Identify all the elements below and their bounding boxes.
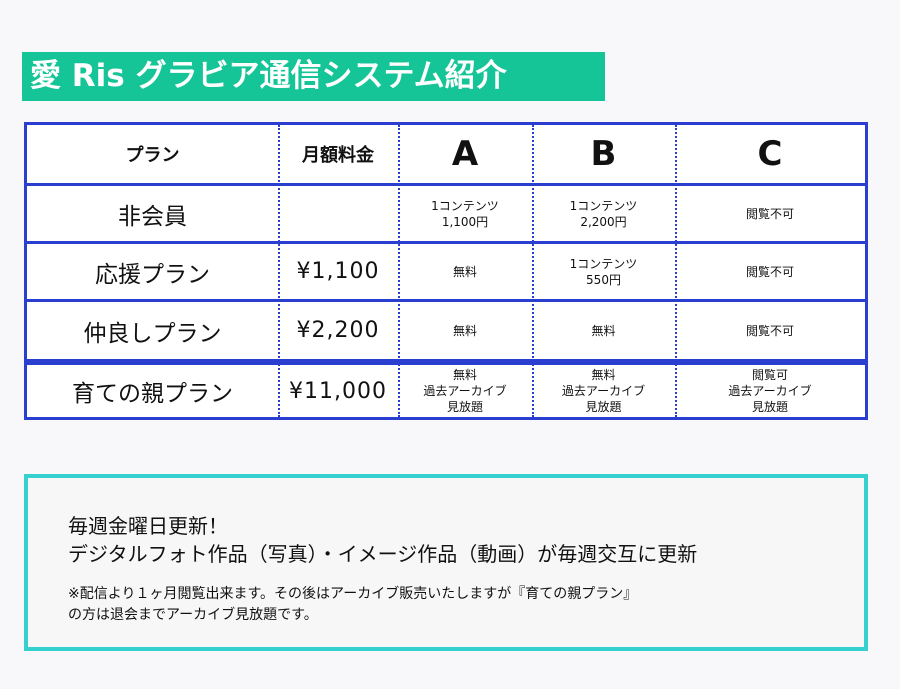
plan-price: ¥1,100: [278, 244, 398, 299]
info-headline: 毎週金曜日更新！ デジタルフォト作品（写真）・イメージ作品（動画）が毎週交互に更…: [68, 512, 697, 568]
plan-name: 非会員: [27, 186, 278, 241]
plan-price: [278, 186, 398, 241]
plan-name: 仲良しプラン: [27, 302, 278, 359]
header-plan: プラン: [125, 145, 180, 166]
info-note: ※配信より１ヶ月閲覧出来ます。その後はアーカイブ販売いたしますが『育ての親プラン…: [68, 584, 637, 626]
header-b: B: [590, 134, 617, 174]
access-text: 過去アーカイブ: [423, 384, 507, 398]
column-divider: [278, 125, 280, 417]
plan-price-text: ¥11,000: [289, 378, 387, 404]
header-a: A: [451, 134, 479, 174]
access-cell-b: 無料過去アーカイブ 見放題: [532, 365, 675, 417]
column-divider: [398, 125, 400, 417]
access-text: 閲覧可: [751, 368, 788, 382]
access-cell-c: 閲覧不可: [675, 186, 865, 241]
plan-price: ¥11,000: [278, 365, 398, 417]
access-text: 見放題: [585, 400, 622, 414]
access-text: 過去アーカイブ: [728, 384, 812, 398]
table-row: 育ての親プラン ¥11,000 無料 過去アーカイブ 見放題 無料 過去アーカイブ 見放題 閲覧…: [27, 365, 865, 417]
access-text: 過去アーカイブ: [561, 384, 646, 398]
page-title: 愛 Ris グラビア通信システム紹介: [22, 52, 605, 101]
access-cell-c: 閲覧不可: [675, 302, 865, 359]
access-cell-c: 閲覧不可: [675, 244, 865, 299]
access-text: 1コンテンツ: [569, 198, 638, 213]
plan-name: 育ての親プラン: [27, 365, 278, 417]
access-text: 無料: [591, 323, 616, 338]
access-cell-a: 無料過去アーカイブ 見放題: [398, 365, 532, 417]
plan-price-text: ¥2,200: [296, 318, 380, 343]
table-header-row: プラン 月額料金 A B C: [27, 125, 865, 186]
column-divider: [675, 125, 677, 417]
access-cell-b: 無料: [532, 302, 675, 359]
access-text: 閲覧不可: [745, 264, 794, 279]
plan-name-text: 育ての親プラン: [72, 381, 233, 407]
table-row: 仲良しプラン ¥2,200 無料 無料 閲覧不可: [27, 302, 865, 365]
access-text: 見放題: [446, 400, 483, 414]
access-text: 無料: [452, 368, 477, 382]
header-monthly-fee: 月額料金: [302, 145, 374, 166]
access-text: 1コンテンツ: [569, 256, 638, 271]
access-cell-a: 無料: [398, 244, 532, 299]
table-row: 応援プラン ¥1,100 無料 1コンテンツ 550円 閲覧不可: [27, 244, 865, 302]
access-text: 無料: [452, 264, 477, 279]
plan-name-text: 非会員: [118, 203, 187, 230]
plan-name: 応援プラン: [27, 244, 278, 299]
access-cell-a: 無料: [398, 302, 532, 359]
plan-price: ¥2,200: [278, 302, 398, 359]
access-text: 2,200円: [580, 214, 627, 229]
access-text: 無料: [452, 323, 477, 338]
plan-price-text: ¥1,100: [296, 259, 380, 284]
access-cell-b: 1コンテンツ 2,200円: [532, 186, 675, 241]
access-text: 1,100円: [441, 214, 489, 229]
info-line-1: 毎週金曜日更新！: [68, 514, 228, 538]
plan-name-text: 応援プラン: [95, 261, 210, 288]
info-line-2: デジタルフォト作品（写真）・イメージ作品（動画）が毎週交互に更新: [68, 542, 698, 566]
access-text: 無料: [591, 368, 616, 382]
access-cell-a: 1コンテンツ 1,100円: [398, 186, 532, 241]
access-text: 見放題: [751, 400, 788, 414]
header-c: C: [757, 134, 783, 174]
info-note-2: の方は退会までアーカイブ見放題です。: [68, 607, 318, 623]
info-box: 毎週金曜日更新！ デジタルフォト作品（写真）・イメージ作品（動画）が毎週交互に更…: [24, 474, 868, 651]
access-cell-b: 1コンテンツ 550円: [532, 244, 675, 299]
access-cell-c: 閲覧可過去アーカイブ 見放題: [675, 365, 865, 417]
access-text: 1コンテンツ: [431, 198, 499, 213]
plan-name-text: 仲良しプラン: [83, 320, 222, 347]
info-note-1: ※配信より１ヶ月閲覧出来ます。その後はアーカイブ販売いたしますが『育ての親プラン…: [68, 586, 638, 602]
access-text: 閲覧不可: [745, 323, 794, 338]
plan-table: プラン 月額料金 A B C 非会員 1コンテンツ 1,100円 1コンテンツ 2,20…: [24, 122, 868, 420]
table-row: 非会員 1コンテンツ 1,100円 1コンテンツ 2,200円 閲覧不可: [27, 186, 865, 244]
column-divider: [532, 125, 534, 417]
access-text: 550円: [586, 272, 621, 287]
access-text: 閲覧不可: [745, 206, 794, 221]
